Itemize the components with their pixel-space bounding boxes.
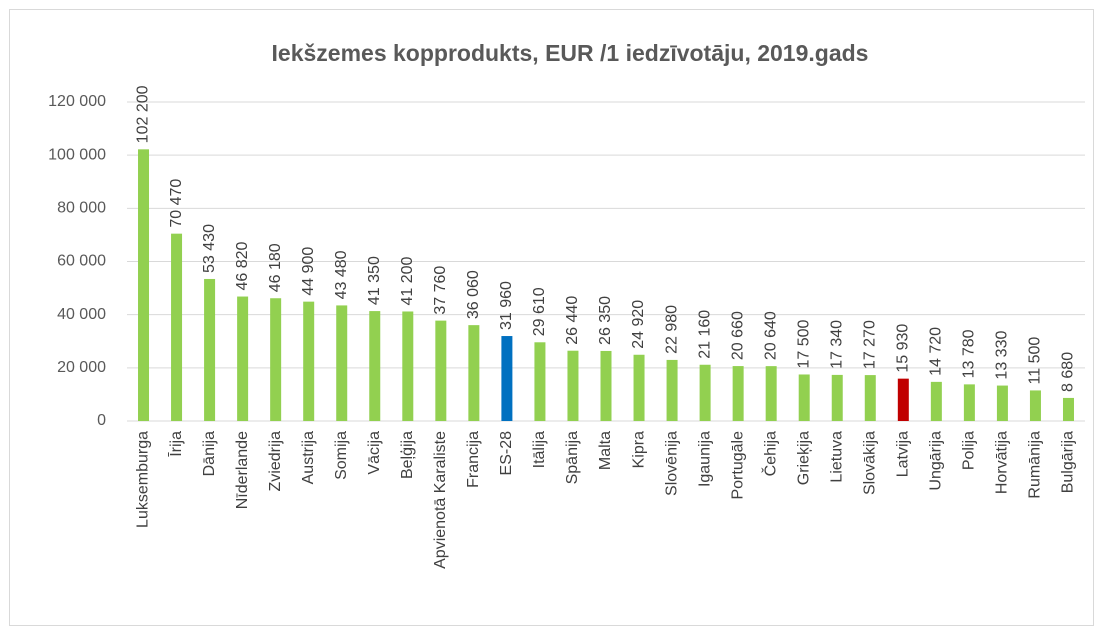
y-tick-label: 100 000: [48, 146, 106, 163]
value-label: 22 980: [663, 305, 680, 354]
bar: [534, 342, 546, 421]
x-tick-label: Beļģija: [398, 431, 416, 479]
value-label: 70 470: [168, 179, 185, 228]
value-label: 8 680: [1060, 352, 1077, 392]
value-label: 26 350: [597, 296, 614, 345]
value-label: 17 340: [828, 320, 845, 369]
x-tick-label: Nīderlande: [234, 431, 251, 509]
bar: [996, 385, 1008, 421]
x-tick-label: Kipra: [630, 431, 647, 468]
bar: [138, 149, 150, 421]
value-label: 26 440: [564, 296, 581, 345]
x-tick-label: Rumānija: [1027, 431, 1044, 499]
x-tick-label: Slovākija: [861, 431, 878, 495]
value-label: 46 180: [267, 243, 284, 292]
bar: [501, 336, 513, 421]
value-label: 102 200: [135, 85, 152, 143]
value-label: 17 270: [861, 320, 878, 369]
chart-border: [9, 9, 1094, 626]
value-label: 46 820: [234, 241, 251, 290]
x-tick-label: Austrija: [300, 431, 317, 484]
bar: [633, 354, 645, 421]
x-tick-label: Itālija: [531, 431, 548, 468]
value-label: 13 330: [994, 331, 1011, 380]
x-tick-label: Grieķija: [795, 431, 812, 485]
x-tick-label: Horvātija: [994, 431, 1011, 494]
value-label: 11 500: [1027, 337, 1044, 385]
value-label: 20 640: [762, 311, 779, 360]
x-tick-label: Malta: [597, 431, 614, 470]
value-label: 53 430: [201, 224, 218, 273]
value-label: 43 480: [333, 250, 350, 299]
value-label: 15 930: [895, 324, 912, 373]
bar: [732, 366, 744, 421]
x-tick-label: Ungārija: [928, 431, 945, 491]
bar: [237, 296, 249, 421]
bar: [798, 374, 810, 421]
x-tick-label: Luksemburga: [135, 431, 152, 528]
x-tick-label: Īrija: [167, 431, 185, 457]
bar: [600, 350, 612, 421]
x-tick-label: Zviedrija: [267, 431, 284, 492]
value-label: 41 200: [399, 256, 416, 305]
value-label: 31 960: [498, 281, 515, 330]
bar: [567, 350, 579, 421]
value-label: 44 900: [300, 247, 317, 296]
value-label: 41 350: [366, 256, 383, 305]
x-tick-label: Polija: [961, 431, 978, 470]
bar: [336, 305, 348, 421]
bar: [963, 384, 975, 421]
x-tick-label: Dānija: [201, 431, 218, 476]
bar: [864, 375, 876, 421]
x-tick-label: Spānija: [564, 431, 581, 484]
y-tick-label: 120 000: [48, 93, 106, 110]
value-label: 14 720: [928, 327, 945, 376]
bar: [204, 278, 216, 421]
x-tick-label: ES-28: [498, 431, 515, 476]
value-label: 20 660: [729, 311, 746, 360]
x-tick-label: Slovēnija: [663, 431, 680, 496]
bar: [930, 381, 942, 421]
bar: [171, 233, 183, 421]
value-label: 13 780: [961, 329, 978, 378]
bar: [765, 366, 777, 421]
x-tick-label: Vācija: [366, 431, 383, 475]
chart-title: Iekšzemes kopprodukts, EUR /1 iedzīvotāj…: [272, 40, 869, 66]
bar: [831, 374, 843, 421]
bar: [270, 298, 282, 421]
x-tick-label: Latvija: [895, 431, 912, 477]
value-label: 36 060: [465, 270, 482, 319]
y-tick-label: 0: [97, 412, 106, 429]
bar: [435, 320, 447, 421]
value-label: 17 500: [795, 319, 812, 368]
bar: [1029, 390, 1041, 421]
y-tick-label: 80 000: [57, 200, 106, 217]
x-tick-label: Čehija: [760, 431, 779, 476]
x-tick-label: Lietuva: [828, 431, 845, 483]
x-tick-label: Somija: [333, 431, 350, 480]
value-label: 37 760: [432, 266, 449, 315]
bar: [699, 364, 711, 421]
bar: [666, 359, 678, 421]
value-label: 24 920: [630, 300, 647, 349]
value-label: 21 160: [696, 310, 713, 359]
x-tick-label: Francija: [465, 431, 482, 488]
bar: [468, 325, 480, 421]
bar: [402, 311, 414, 421]
x-tick-label: Portugāle: [729, 431, 746, 500]
y-tick-label: 40 000: [57, 306, 106, 323]
bar: [897, 378, 909, 421]
value-label: 29 610: [531, 287, 548, 336]
x-tick-label: Apvienotā Karaliste: [432, 431, 449, 569]
x-tick-label: Bulgārija: [1060, 431, 1077, 493]
x-tick-label: Igaunija: [696, 431, 713, 487]
y-tick-label: 60 000: [57, 253, 106, 270]
bar: [369, 311, 381, 421]
bar: [303, 301, 315, 421]
bar: [1062, 397, 1074, 421]
y-tick-label: 20 000: [57, 359, 106, 376]
